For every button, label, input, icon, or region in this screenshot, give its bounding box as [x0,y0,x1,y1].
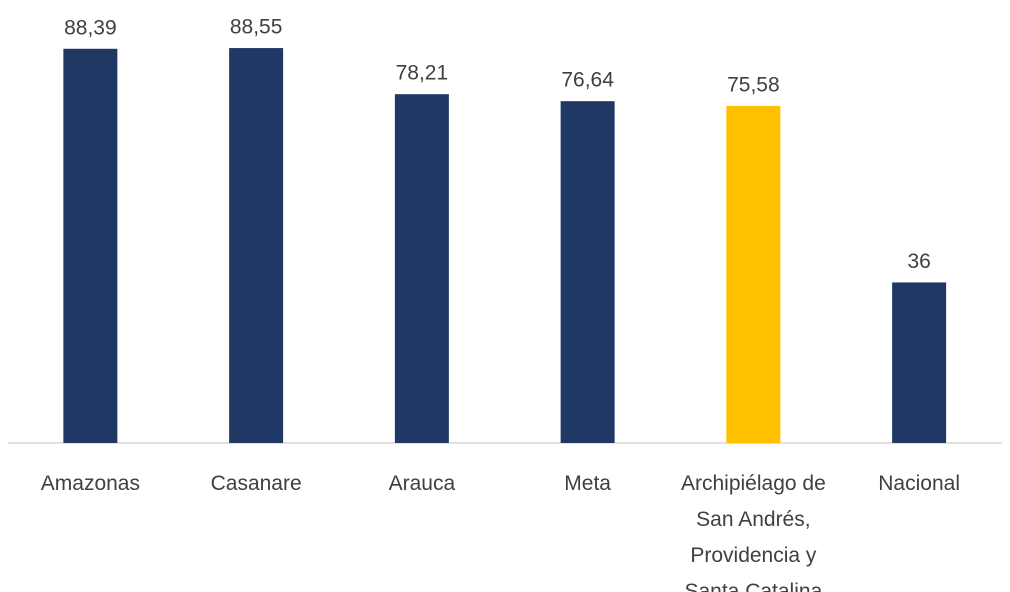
value-label: 75,58 [727,73,780,96]
value-label: 78,21 [396,62,449,85]
x-tick-label: Casanare [210,472,302,495]
bar [394,94,449,443]
x-tick-label: Nacional [878,472,960,495]
bar [892,282,947,443]
x-tick-label: Meta [564,472,611,495]
x-tick-label: Archipiélago de San Andrés, Providencia … [680,472,826,592]
value-label: 36 [907,250,930,273]
value-label: 76,64 [561,69,614,92]
bar [726,105,781,443]
value-label: 88,39 [64,16,117,39]
bar [63,48,118,443]
x-tick-label: Arauca [388,472,456,495]
x-tick-label: Amazonas [40,472,140,495]
bar [229,48,284,443]
bar [560,101,615,443]
value-label: 88,55 [230,16,283,39]
